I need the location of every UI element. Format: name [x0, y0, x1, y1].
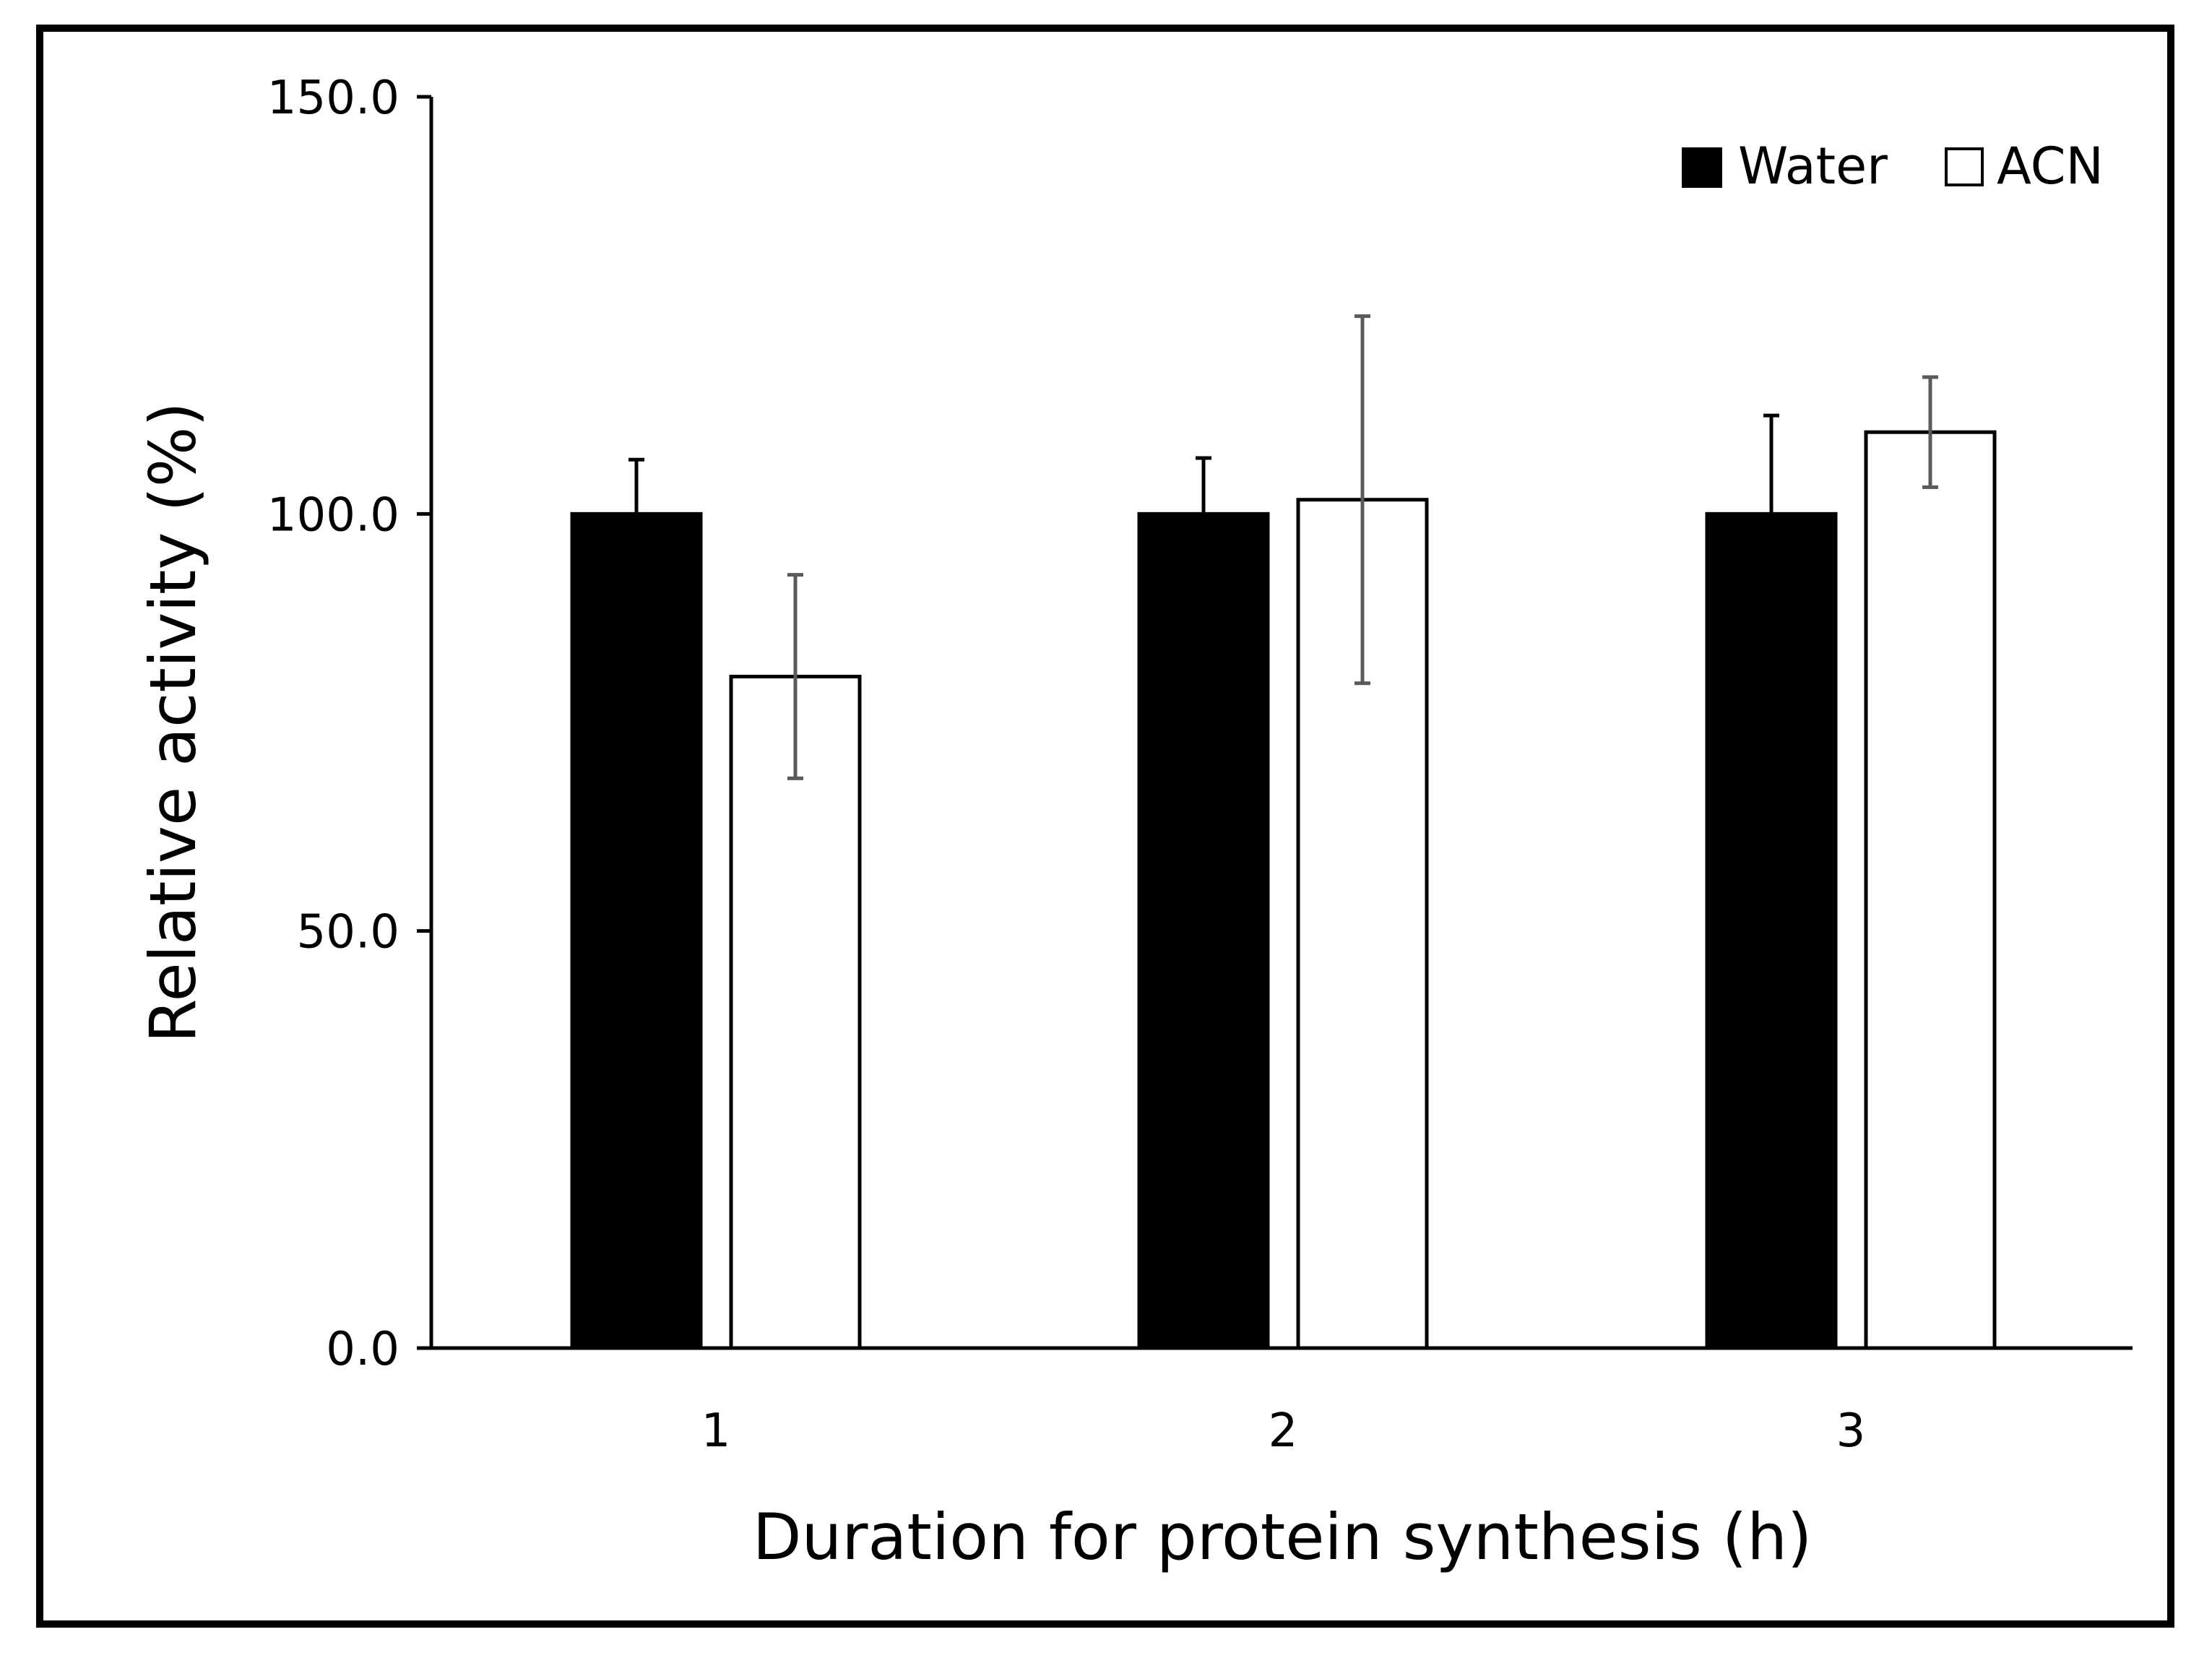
x-ticks-layer: 1 2 3: [701, 1404, 1866, 1458]
y-tick-label: 150.0: [267, 72, 399, 125]
bars-layer: [570, 430, 1997, 1350]
axes-layer: [429, 97, 2133, 1350]
y-tick-label: 0.0: [326, 1323, 399, 1376]
legend-label-acn: ACN: [1997, 137, 2104, 196]
x-axis-title: Duration for protein synthesis (h): [753, 1500, 1813, 1574]
error-bars-layer: [628, 314, 1938, 780]
y-tick-label: 50.0: [297, 906, 400, 959]
x-tick-label: 1: [701, 1404, 731, 1458]
y-ticks-layer: 0.0 50.0 100.0 150.0: [267, 72, 431, 1376]
x-tick-label: 2: [1269, 1404, 1298, 1458]
y-axis-title: Relative activity (%): [136, 402, 210, 1042]
bar-water-1: [570, 511, 703, 1350]
bar-acn-1: [729, 674, 862, 1350]
legend: Water ACN: [1682, 137, 2104, 196]
bar-acn-3: [1864, 430, 1997, 1350]
x-tick-label: 3: [1836, 1404, 1866, 1458]
bar-water-3: [1705, 511, 1838, 1350]
y-tick-label: 100.0: [267, 488, 399, 542]
legend-swatch-water: [1682, 147, 1722, 188]
bar-water-2: [1137, 511, 1270, 1350]
legend-label-water: Water: [1738, 137, 1888, 196]
legend-swatch-acn: [1945, 147, 1984, 186]
